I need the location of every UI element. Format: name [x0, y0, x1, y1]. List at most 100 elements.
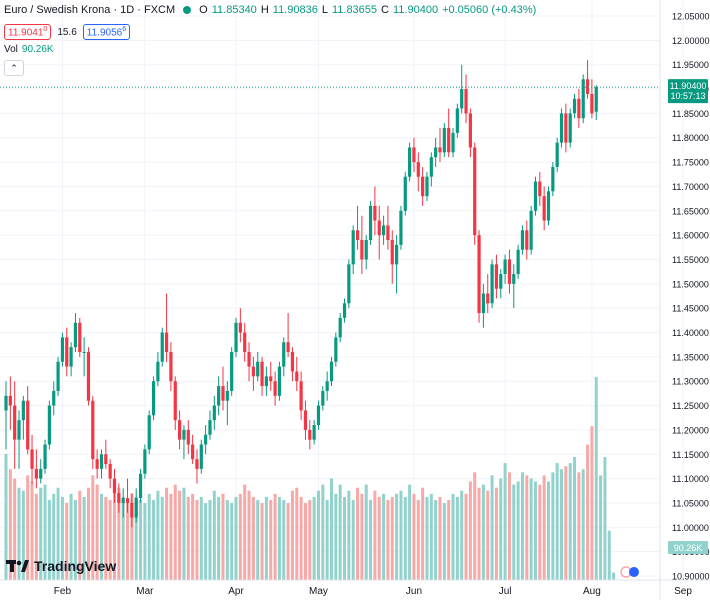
volume-bar	[247, 490, 251, 580]
volume-bar	[525, 475, 529, 580]
x-tick-label: May	[309, 586, 328, 597]
volume-bar	[34, 493, 38, 580]
candle	[460, 64, 464, 114]
volume-bar	[65, 503, 69, 580]
volume-tag	[668, 541, 708, 554]
candle	[191, 434, 195, 464]
trade-panel: 11.90410 15.6 11.90566	[4, 24, 131, 41]
sell-price: 11.9041	[8, 27, 44, 39]
last-price-tag	[668, 79, 708, 104]
tradingview-wordmark: TradingView	[34, 558, 117, 574]
volume-bar	[503, 463, 507, 580]
candle	[594, 84, 598, 120]
volume-bar	[542, 475, 546, 580]
volume-bar	[586, 444, 590, 580]
volume-bar	[516, 481, 520, 580]
volume-bar	[104, 496, 108, 580]
volume-bar	[451, 493, 455, 580]
candle	[512, 264, 516, 309]
volume-bar	[212, 490, 216, 580]
candle	[308, 420, 312, 450]
candle-body	[225, 390, 229, 401]
close-label: C	[381, 4, 389, 16]
symbol-title[interactable]: Euro / Swedish Krona · 1D · FXCM	[4, 4, 176, 16]
candle	[160, 327, 164, 367]
candle-body	[464, 89, 468, 114]
candle-body	[65, 337, 69, 367]
volume-bar	[464, 493, 468, 580]
candle	[334, 332, 338, 367]
candle-body	[546, 191, 551, 221]
candle-body	[429, 157, 433, 177]
volume-bar	[295, 487, 299, 580]
candle-body	[34, 468, 38, 479]
candle-body	[434, 147, 438, 158]
y-tick-label: 10.90000	[672, 572, 710, 582]
candle	[325, 371, 329, 401]
candle	[264, 366, 268, 396]
candle	[516, 244, 520, 279]
sell-price-sup: 0	[43, 26, 48, 33]
volume-bar	[356, 487, 360, 580]
candle-body	[581, 79, 585, 119]
volume-bar	[447, 500, 451, 580]
candle	[299, 371, 303, 421]
candle	[99, 449, 104, 479]
candle	[82, 337, 86, 377]
volume-bar	[299, 496, 303, 580]
volume-bar	[442, 503, 446, 580]
y-tick-label: 11.80000	[672, 133, 709, 143]
buy-button[interactable]: 11.90566	[82, 24, 131, 41]
volume-bar	[230, 503, 234, 580]
candle-body	[256, 361, 260, 377]
candle-body	[490, 264, 494, 304]
candle-body	[377, 220, 381, 236]
candle-body	[473, 147, 477, 236]
candle-body	[364, 240, 368, 260]
collapse-legend-button[interactable]: ⌃	[4, 60, 24, 76]
volume-bar	[520, 472, 524, 580]
low-label: L	[321, 4, 328, 16]
volume-bar	[199, 496, 203, 580]
volume-bar	[191, 493, 195, 580]
volume-bar	[607, 530, 611, 580]
candle-body	[43, 444, 47, 469]
candle-body	[69, 347, 73, 367]
candle-body	[282, 342, 286, 367]
open-label: O	[199, 4, 208, 16]
candle	[243, 322, 247, 362]
candle	[329, 356, 334, 387]
candle-body	[403, 176, 407, 211]
candle-body	[373, 205, 377, 221]
x-tick-label: Mar	[136, 586, 154, 597]
candle	[56, 356, 60, 396]
candle-body	[533, 181, 538, 211]
candle	[368, 201, 373, 245]
volume-bar	[412, 493, 416, 580]
candle-body	[238, 322, 242, 333]
candle-body	[295, 371, 299, 382]
candle	[234, 317, 238, 357]
y-tick-label: 11.85000	[672, 109, 709, 119]
candle	[17, 410, 21, 469]
volume-bar	[460, 490, 464, 580]
candle-body	[56, 361, 60, 391]
volume-bar	[390, 496, 394, 580]
volume-bar	[421, 487, 425, 580]
buy-price-sup: 6	[122, 26, 127, 33]
candle-body	[130, 502, 134, 518]
candle-body	[243, 332, 247, 352]
candle-body	[26, 400, 30, 450]
candle	[585, 59, 590, 99]
volume-bar	[82, 496, 86, 580]
candle-body	[4, 395, 8, 411]
close-value: 11.90400	[393, 4, 439, 16]
tradingview-logo[interactable]: TradingView	[6, 558, 116, 574]
candle-body	[494, 264, 499, 289]
volume-bar	[425, 496, 429, 580]
volume-bar	[282, 500, 286, 580]
sell-button[interactable]: 11.90410	[4, 24, 52, 41]
volume-bar	[429, 493, 433, 580]
volume-bar	[382, 493, 386, 580]
